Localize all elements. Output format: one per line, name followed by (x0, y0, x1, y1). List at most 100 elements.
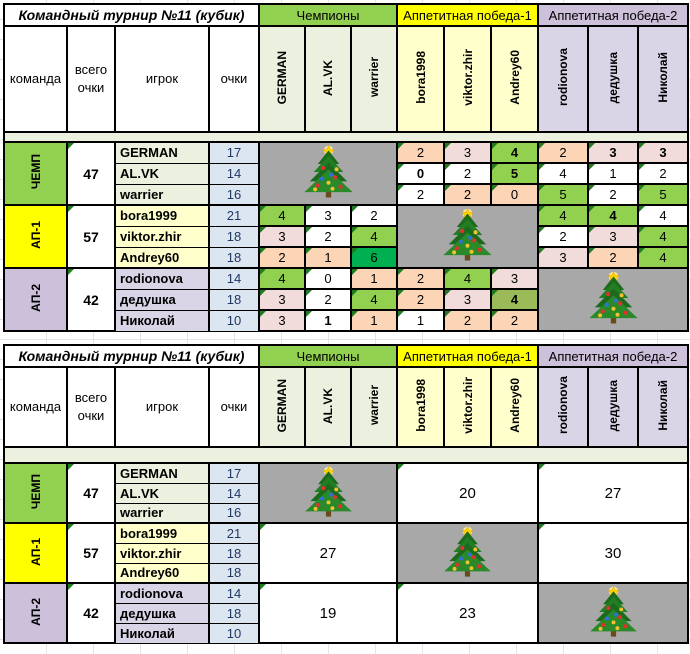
team-total-points[interactable]: 42 (66, 582, 116, 644)
team-label-АП-1[interactable]: АП-1 (3, 204, 68, 269)
match-score-cell[interactable]: 1 (350, 309, 398, 332)
match-score-cell[interactable]: 2 (537, 141, 589, 164)
player-points-cell[interactable]: 18 (208, 542, 260, 564)
match-score-cell[interactable]: 3 (304, 204, 352, 227)
match-score-cell[interactable]: 2 (587, 183, 639, 206)
team-total-points[interactable]: 47 (66, 462, 116, 524)
player-name-cell[interactable]: Николай (114, 622, 210, 644)
diagonal-tree-cell[interactable] (396, 204, 539, 269)
match-score-cell[interactable]: 3 (258, 225, 306, 248)
player-points-cell[interactable]: 14 (208, 267, 260, 290)
team-label-АП-2[interactable]: АП-2 (3, 267, 68, 332)
player-name-cell[interactable]: GERMAN (114, 462, 210, 484)
match-score-cell[interactable]: 1 (350, 267, 398, 290)
player-points-cell[interactable]: 14 (208, 582, 260, 604)
match-score-cell[interactable]: 0 (304, 267, 352, 290)
team-label-ЧЕМП[interactable]: ЧЕМП (3, 141, 68, 206)
player-name-cell[interactable]: Andrey60 (114, 246, 210, 269)
player-points-cell[interactable]: 18 (208, 225, 260, 248)
match-score-cell[interactable]: 3 (443, 288, 492, 311)
player-points-cell[interactable]: 21 (208, 204, 260, 227)
player-name-cell[interactable]: warrier (114, 502, 210, 524)
match-score-cell[interactable]: 5 (537, 183, 589, 206)
match-score-cell[interactable]: 0 (490, 183, 539, 206)
player-name-cell[interactable]: warrier (114, 183, 210, 206)
player-points-cell[interactable]: 17 (208, 141, 260, 164)
diagonal-tree-cell[interactable] (537, 582, 689, 644)
player-name-cell[interactable]: bora1999 (114, 522, 210, 544)
player-points-cell[interactable]: 18 (208, 602, 260, 624)
player-points-cell[interactable]: 18 (208, 246, 260, 269)
player-points-cell[interactable]: 14 (208, 162, 260, 185)
player-points-cell[interactable]: 16 (208, 502, 260, 524)
team-score-cell[interactable]: 27 (537, 462, 689, 524)
match-score-cell[interactable]: 2 (537, 225, 589, 248)
diagonal-tree-cell[interactable] (396, 522, 539, 584)
match-score-cell[interactable]: 3 (443, 141, 492, 164)
match-score-cell[interactable]: 4 (350, 288, 398, 311)
diagonal-tree-cell[interactable] (258, 141, 398, 206)
match-score-cell[interactable]: 1 (587, 162, 639, 185)
match-score-cell[interactable]: 2 (350, 204, 398, 227)
team-label-ЧЕМП[interactable]: ЧЕМП (3, 462, 68, 524)
match-score-cell[interactable]: 2 (490, 309, 539, 332)
match-score-cell[interactable]: 1 (396, 309, 445, 332)
match-score-cell[interactable]: 4 (443, 267, 492, 290)
team-label-АП-1[interactable]: АП-1 (3, 522, 68, 584)
match-score-cell[interactable]: 3 (637, 141, 689, 164)
team-label-АП-2[interactable]: АП-2 (3, 582, 68, 644)
match-score-cell[interactable]: 2 (304, 288, 352, 311)
player-points-cell[interactable]: 18 (208, 288, 260, 311)
match-score-cell[interactable]: 3 (537, 246, 589, 269)
match-score-cell[interactable]: 2 (587, 246, 639, 269)
player-name-cell[interactable]: AL.VK (114, 162, 210, 185)
player-name-cell[interactable]: Andrey60 (114, 562, 210, 584)
match-score-cell[interactable]: 3 (587, 225, 639, 248)
match-score-cell[interactable]: 3 (258, 288, 306, 311)
player-name-cell[interactable]: дедушка (114, 288, 210, 311)
player-name-cell[interactable]: AL.VK (114, 482, 210, 504)
match-score-cell[interactable]: 5 (637, 183, 689, 206)
match-score-cell[interactable]: 4 (490, 288, 539, 311)
diagonal-tree-cell[interactable] (537, 267, 689, 332)
match-score-cell[interactable]: 2 (396, 141, 445, 164)
match-score-cell[interactable]: 3 (587, 141, 639, 164)
team-total-points[interactable]: 42 (66, 267, 116, 332)
match-score-cell[interactable]: 2 (304, 225, 352, 248)
match-score-cell[interactable]: 4 (258, 204, 306, 227)
team-total-points[interactable]: 57 (66, 204, 116, 269)
team-score-cell[interactable]: 23 (396, 582, 539, 644)
match-score-cell[interactable]: 3 (258, 309, 306, 332)
match-score-cell[interactable]: 4 (537, 162, 589, 185)
match-score-cell[interactable]: 2 (443, 309, 492, 332)
player-name-cell[interactable]: Николай (114, 309, 210, 332)
match-score-cell[interactable]: 2 (443, 183, 492, 206)
team-total-points[interactable]: 57 (66, 522, 116, 584)
match-score-cell[interactable]: 4 (587, 204, 639, 227)
match-score-cell[interactable]: 2 (396, 267, 445, 290)
match-score-cell[interactable]: 2 (396, 183, 445, 206)
match-score-cell[interactable]: 0 (396, 162, 445, 185)
player-points-cell[interactable]: 14 (208, 482, 260, 504)
diagonal-tree-cell[interactable] (258, 462, 398, 524)
player-points-cell[interactable]: 17 (208, 462, 260, 484)
match-score-cell[interactable]: 2 (637, 162, 689, 185)
match-score-cell[interactable]: 4 (350, 225, 398, 248)
player-name-cell[interactable]: viktor.zhir (114, 225, 210, 248)
match-score-cell[interactable]: 6 (350, 246, 398, 269)
player-name-cell[interactable]: GERMAN (114, 141, 210, 164)
team-score-cell[interactable]: 20 (396, 462, 539, 524)
player-points-cell[interactable]: 16 (208, 183, 260, 206)
match-score-cell[interactable]: 4 (637, 225, 689, 248)
team-score-cell[interactable]: 27 (258, 522, 398, 584)
player-name-cell[interactable]: bora1999 (114, 204, 210, 227)
match-score-cell[interactable]: 4 (258, 267, 306, 290)
match-score-cell[interactable]: 1 (304, 309, 352, 332)
team-total-points[interactable]: 47 (66, 141, 116, 206)
match-score-cell[interactable]: 4 (637, 204, 689, 227)
player-points-cell[interactable]: 21 (208, 522, 260, 544)
match-score-cell[interactable]: 3 (490, 267, 539, 290)
player-points-cell[interactable]: 10 (208, 309, 260, 332)
match-score-cell[interactable]: 5 (490, 162, 539, 185)
player-points-cell[interactable]: 18 (208, 562, 260, 584)
